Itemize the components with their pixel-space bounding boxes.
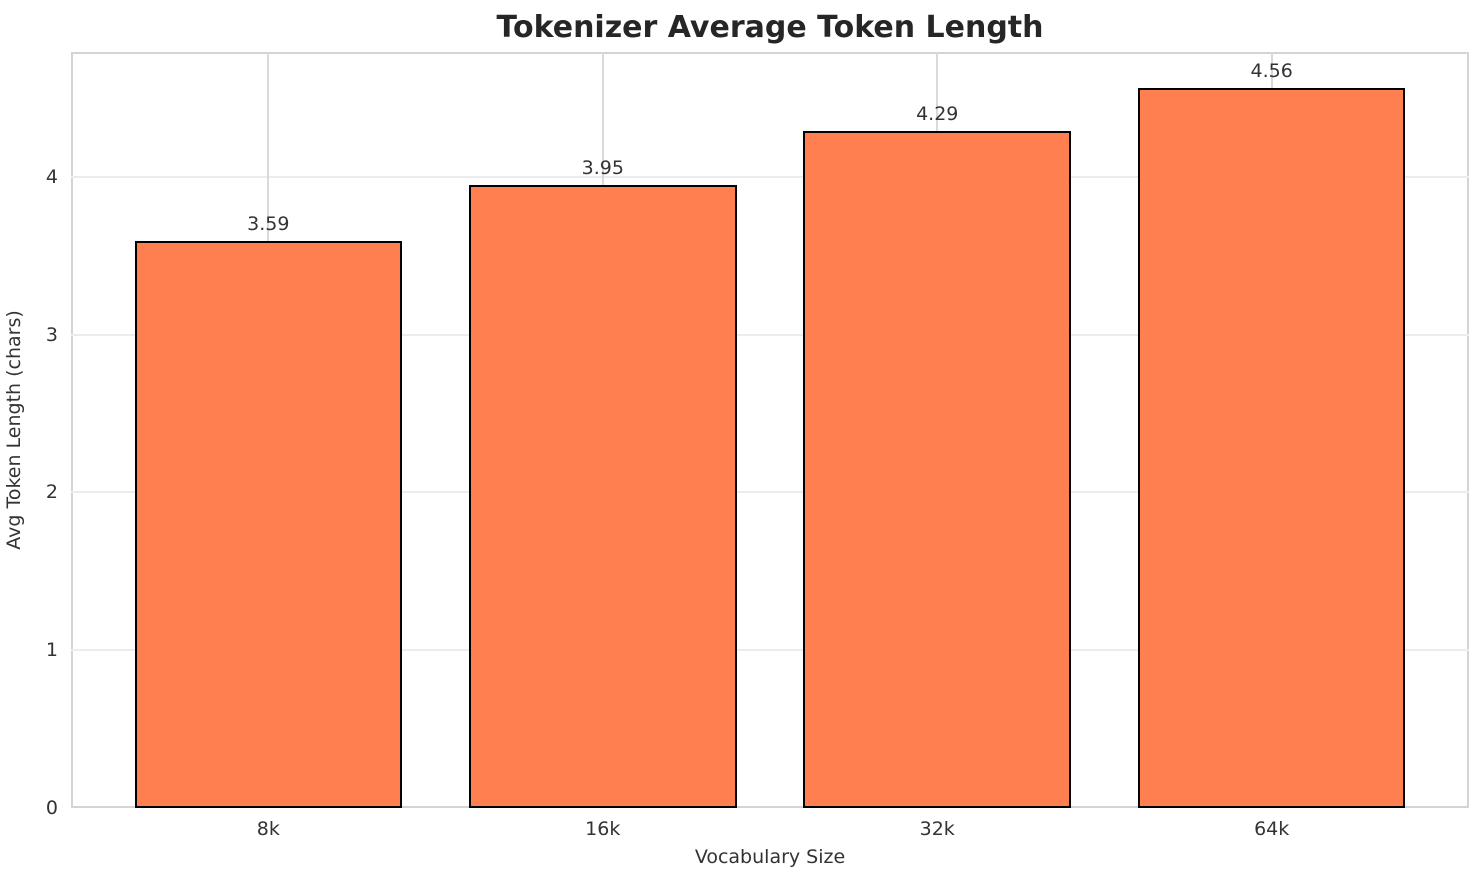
bar-8k [134,241,403,808]
chart-title: Tokenizer Average Token Length [496,10,1044,45]
y-tick-label: 3 [45,323,58,346]
y-tick-label: 0 [45,797,58,819]
gridline-horizontal [71,333,1469,336]
gridline-horizontal [71,175,1469,178]
y-tick-label: 4 [45,165,58,188]
bar-32k [803,130,1071,808]
gridline-horizontal [71,649,1469,652]
bar-value-label: 3.59 [247,213,290,236]
x-axis-label: Vocabulary Size [694,846,846,868]
y-axis-label: Avg Token Length (chars) [3,310,25,550]
x-tick-label: 32k [919,818,955,840]
bar-value-label: 3.95 [581,156,624,179]
bar-value-label: 4.56 [1250,60,1293,83]
x-tick-label: 64k [1254,818,1290,840]
bar-64k [1137,88,1406,808]
gridline-horizontal [71,491,1469,494]
bar-value-label: 4.29 [916,102,959,125]
x-tick-label: 8k [256,818,280,840]
y-tick-label: 2 [45,481,58,504]
y-tick-label: 1 [45,639,58,662]
bar-16k [468,184,737,808]
x-tick-label: 16k [585,818,621,840]
